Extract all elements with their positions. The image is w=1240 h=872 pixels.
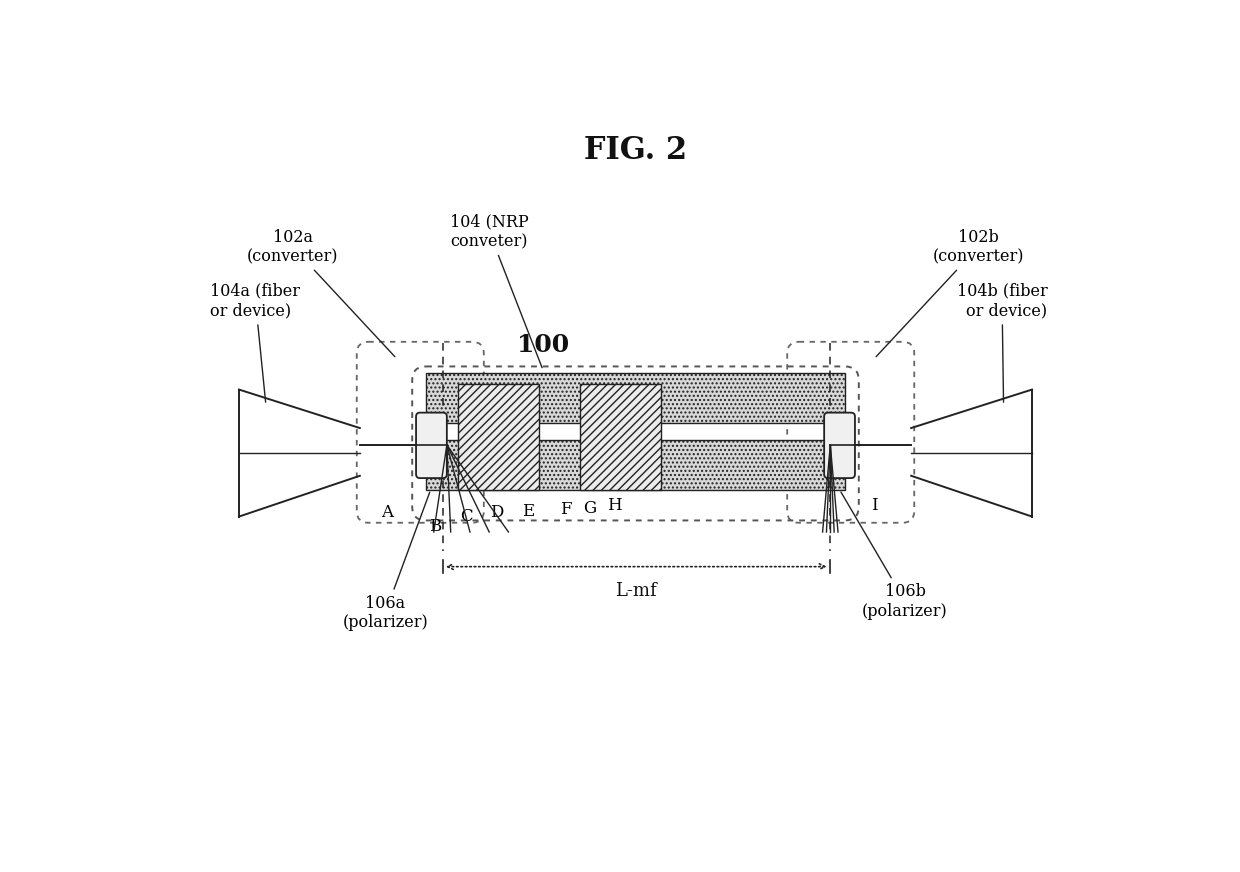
Text: L-mf: L-mf: [615, 582, 657, 600]
Text: 104 (NRP
conveter): 104 (NRP conveter): [450, 214, 542, 368]
Text: E: E: [522, 502, 534, 520]
Text: 102a
(converter): 102a (converter): [247, 228, 394, 357]
Text: 106a
(polarizer): 106a (polarizer): [342, 493, 430, 631]
Text: 102b
(converter): 102b (converter): [877, 228, 1024, 357]
Bar: [427, 439, 844, 490]
FancyBboxPatch shape: [417, 412, 446, 478]
Text: C: C: [460, 508, 472, 525]
Text: 104a (fiber
or device): 104a (fiber or device): [211, 283, 300, 402]
Text: 100: 100: [517, 333, 569, 357]
Text: D: D: [490, 504, 503, 521]
Text: F: F: [560, 501, 572, 518]
Text: H: H: [606, 496, 621, 514]
Bar: [427, 372, 844, 423]
Text: FIG. 2: FIG. 2: [584, 135, 687, 167]
FancyBboxPatch shape: [825, 412, 854, 478]
Text: 106b
(polarizer): 106b (polarizer): [841, 492, 947, 620]
Text: 104b (fiber
or device): 104b (fiber or device): [957, 283, 1048, 402]
Text: B: B: [429, 518, 441, 535]
Polygon shape: [459, 385, 539, 490]
Text: A: A: [382, 504, 393, 521]
Polygon shape: [580, 385, 661, 490]
Text: G: G: [583, 500, 596, 516]
Text: I: I: [870, 496, 878, 514]
